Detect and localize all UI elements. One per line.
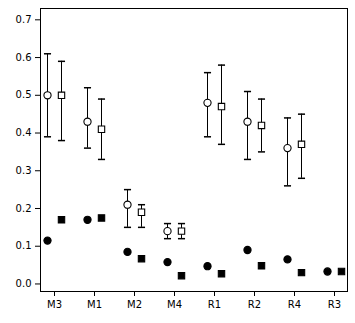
- svg-text:M3: M3: [47, 299, 62, 310]
- svg-text:0.7: 0.7: [16, 14, 32, 25]
- svg-text:0.4: 0.4: [16, 127, 32, 138]
- svg-text:0.5: 0.5: [16, 89, 32, 100]
- svg-text:M2: M2: [127, 299, 142, 310]
- svg-text:R4: R4: [288, 299, 301, 310]
- svg-text:0.0: 0.0: [16, 278, 32, 289]
- svg-text:R2: R2: [248, 299, 261, 310]
- svg-text:R1: R1: [208, 299, 221, 310]
- svg-text:M1: M1: [87, 299, 102, 310]
- svg-text:0.6: 0.6: [16, 52, 32, 63]
- svg-text:0.1: 0.1: [16, 240, 32, 251]
- svg-text:M4: M4: [167, 299, 182, 310]
- svg-text:0.3: 0.3: [16, 165, 32, 176]
- svg-text:R3: R3: [328, 299, 341, 310]
- svg-text:0.2: 0.2: [16, 203, 32, 214]
